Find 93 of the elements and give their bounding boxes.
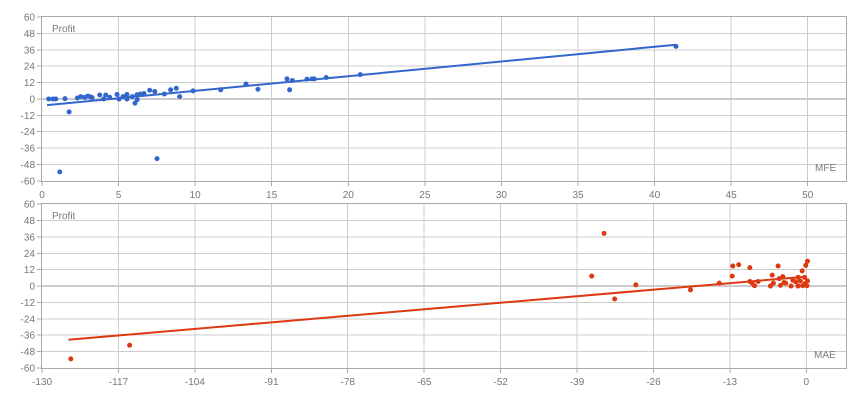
y-tick-label: 24 [24, 62, 36, 73]
point [770, 272, 775, 278]
point [778, 282, 783, 288]
y-tick-label: -60 [20, 176, 36, 188]
x-tick-label: -91 [264, 377, 279, 388]
point [768, 284, 773, 289]
y-tick-label: 36 [24, 232, 36, 244]
x-tick-label: -26 [646, 377, 662, 388]
x-tick-label: 45 [726, 190, 738, 201]
x-tick-label: -78 [340, 377, 356, 388]
y-tick-label: 36 [24, 45, 36, 56]
x-tick-label: 20 [342, 190, 354, 201]
y-tick-label: -48 [20, 347, 36, 358]
x-tick-label: -52 [493, 377, 508, 388]
point [612, 296, 618, 302]
x-tick-label: -39 [570, 377, 585, 388]
point [127, 342, 132, 348]
y-tick-label: 24 [24, 248, 36, 260]
point [793, 279, 798, 284]
point [255, 86, 260, 92]
y-tick-label: -48 [20, 160, 36, 172]
y-tick-label: 0 [29, 282, 36, 293]
x-tick-label: 30 [496, 190, 508, 201]
point [154, 156, 160, 162]
x-tick-label: -130 [32, 377, 52, 388]
point [114, 92, 120, 97]
y-tick-label: 60 [24, 200, 36, 211]
point [804, 283, 810, 288]
y-tick-label: 60 [24, 12, 36, 24]
y-tick-label: 0 [29, 94, 36, 106]
y-tick-label: 12 [24, 265, 36, 276]
y-tick-label: -24 [20, 314, 36, 326]
point [770, 280, 776, 286]
y-axis-title: Profit [52, 24, 76, 35]
point [177, 94, 182, 100]
point [132, 100, 138, 106]
point [804, 278, 810, 284]
x-tick-label: 5 [116, 190, 122, 201]
y-tick-label: -12 [20, 298, 36, 309]
y-axis-title: Profit [52, 211, 76, 222]
point [174, 86, 179, 91]
point [730, 263, 736, 268]
point [103, 92, 108, 98]
point [752, 283, 758, 288]
point [736, 262, 742, 268]
x-axis-title: MAE [814, 350, 836, 361]
point [589, 274, 594, 279]
x-tick-label: 15 [266, 190, 278, 201]
point [46, 96, 52, 102]
x-tick-label: 40 [649, 190, 661, 201]
y-tick-label: -36 [20, 330, 36, 342]
y-tick-label: -12 [20, 110, 36, 122]
x-tick-label: 50 [802, 190, 814, 201]
y-tick-label: -36 [20, 144, 36, 155]
point [66, 109, 72, 114]
y-tick-label: 48 [24, 216, 36, 227]
point [284, 76, 290, 82]
point [152, 88, 158, 94]
point [287, 87, 292, 92]
point [804, 258, 810, 264]
point [798, 278, 803, 284]
x-tick-label: 25 [419, 190, 431, 201]
y-tick-label: -60 [20, 364, 36, 375]
x-tick-label: 35 [572, 190, 584, 201]
point [730, 274, 735, 279]
point [796, 284, 801, 289]
point [688, 287, 693, 292]
point [803, 262, 808, 268]
x-tick-label: 0 [804, 377, 810, 388]
x-tick-label: -13 [722, 377, 738, 388]
point [633, 282, 638, 288]
y-tick-label: 48 [24, 28, 36, 40]
x-axis-title: MFE [815, 163, 836, 174]
point [602, 230, 607, 236]
point [800, 268, 805, 274]
point [788, 284, 794, 289]
point [134, 97, 140, 102]
x-tick-label: -104 [184, 377, 206, 388]
point [747, 265, 752, 270]
x-tick-label: -117 [108, 377, 128, 388]
point [62, 96, 68, 102]
y-tick-label: -24 [20, 127, 36, 138]
point [147, 88, 152, 93]
point [57, 169, 62, 174]
point [124, 92, 130, 97]
point [68, 356, 74, 362]
x-tick-label: 10 [190, 190, 202, 201]
x-tick-label: 0 [39, 190, 46, 201]
y-tick-label: 12 [24, 78, 36, 90]
point [776, 263, 781, 268]
point [168, 87, 174, 92]
point [97, 92, 102, 98]
x-tick-label: -65 [416, 377, 432, 388]
